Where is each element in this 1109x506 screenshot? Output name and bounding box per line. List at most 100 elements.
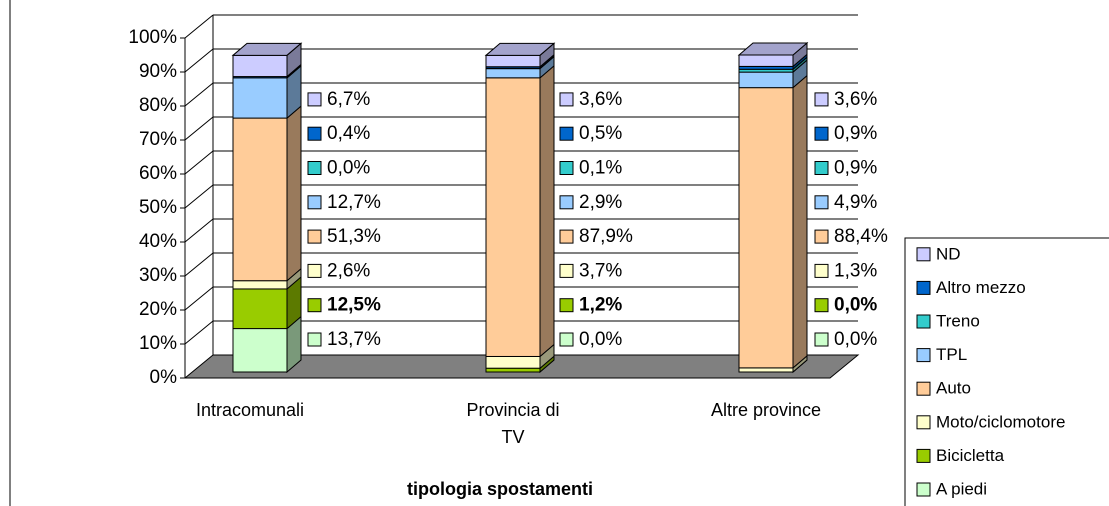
data-label: 1,2% [579, 295, 622, 316]
label-swatch [307, 263, 322, 278]
bar-segment [232, 288, 288, 330]
label-swatch [814, 263, 829, 278]
label-swatch [559, 229, 574, 244]
x-tick-label: Altre province [710, 400, 822, 420]
bar-segment [485, 54, 541, 68]
label-swatch [814, 195, 829, 210]
y-tick-label: 60% [139, 163, 177, 184]
y-tick-label: 50% [139, 197, 177, 218]
data-label: 0,4% [327, 123, 370, 144]
legend-label: Moto/ciclomotore [936, 412, 1065, 431]
data-label: 0,5% [579, 123, 622, 144]
legend-label: A piedi [936, 479, 987, 498]
data-label: 3,6% [834, 89, 877, 110]
bar-top [737, 42, 809, 56]
data-label: 0,1% [579, 158, 622, 179]
bar-segment [232, 328, 288, 373]
data-label: 12,7% [327, 192, 381, 213]
bar-top [484, 42, 556, 56]
label-swatch [559, 263, 574, 278]
label-swatch [307, 195, 322, 210]
grid-line [184, 286, 214, 311]
label-swatch [559, 332, 574, 347]
data-label: 0,0% [579, 329, 622, 350]
grid-line [184, 116, 214, 141]
x-tick-label: Intracomunali [195, 400, 305, 420]
legend-label: Treno [936, 311, 980, 330]
legend-label: Altro mezzo [936, 278, 1026, 297]
legend-swatch [916, 448, 931, 463]
bar-top [231, 42, 303, 56]
bar-segment [485, 367, 541, 373]
label-swatch [559, 195, 574, 210]
data-label: 1,3% [834, 260, 877, 281]
label-swatch [307, 229, 322, 244]
y-tick-label: 0% [150, 367, 178, 388]
label-swatch [814, 161, 829, 175]
label-swatch [559, 161, 574, 175]
bar-segment-side [792, 74, 808, 369]
bar-segment [485, 355, 541, 369]
data-label: 0,0% [834, 295, 877, 316]
bar-segment [738, 54, 794, 67]
grid-line [184, 48, 214, 73]
grid-line [184, 252, 214, 277]
bar-segment [232, 117, 288, 282]
data-label: 12,5% [327, 295, 381, 316]
label-swatch [814, 298, 829, 313]
y-tick-label: 90% [139, 61, 177, 82]
y-tick-label: 30% [139, 265, 177, 286]
grid-line [184, 320, 214, 345]
bar-segment [485, 68, 541, 79]
legend-label: Auto [936, 379, 971, 398]
data-label: 2,9% [579, 192, 622, 213]
data-label: 4,9% [834, 192, 877, 213]
legend-label: Bicicletta [936, 446, 1005, 465]
label-swatch [307, 298, 322, 313]
y-tick-label: 100% [128, 27, 177, 48]
bar-segment [738, 367, 794, 373]
bar-segment-side [286, 104, 302, 282]
grid-line [184, 218, 214, 243]
data-label: 13,7% [327, 329, 381, 350]
grid-line [184, 184, 214, 209]
label-swatch [307, 332, 322, 347]
legend-box [904, 237, 1109, 506]
y-tick-label: 10% [139, 333, 177, 354]
bar-segment [232, 77, 288, 119]
legend-label: ND [936, 244, 961, 263]
x-axis-title: tipologia spostamenti [407, 479, 593, 499]
y-tick-label: 70% [139, 129, 177, 150]
legend-swatch [916, 247, 931, 262]
bar-segment [485, 77, 541, 357]
y-tick-label: 80% [139, 95, 177, 116]
bar-segment [232, 280, 288, 290]
data-label: 3,7% [579, 260, 622, 281]
label-swatch [307, 161, 322, 175]
label-swatch [814, 229, 829, 244]
data-label: 0,9% [834, 158, 877, 179]
data-label: 3,6% [579, 89, 622, 110]
legend-swatch [916, 280, 931, 295]
label-swatch [307, 126, 322, 141]
data-label: 87,9% [579, 226, 633, 247]
grid-line [184, 150, 214, 175]
y-tick-label: 20% [139, 299, 177, 320]
grid-line [184, 14, 214, 39]
label-swatch [559, 126, 574, 141]
y-tick-label: 40% [139, 231, 177, 252]
grid-line [184, 82, 214, 107]
data-label: 51,3% [327, 226, 381, 247]
label-swatch [559, 92, 574, 107]
label-swatch [559, 298, 574, 313]
bar-segment [738, 71, 794, 89]
legend-swatch [916, 482, 931, 497]
x-tick-label: Provincia di TV [466, 400, 560, 447]
bar-segment-side [539, 64, 555, 358]
legend-swatch [916, 348, 931, 363]
bar-segment [738, 87, 794, 369]
legend-swatch [916, 314, 931, 329]
data-label: 0,0% [327, 158, 370, 179]
